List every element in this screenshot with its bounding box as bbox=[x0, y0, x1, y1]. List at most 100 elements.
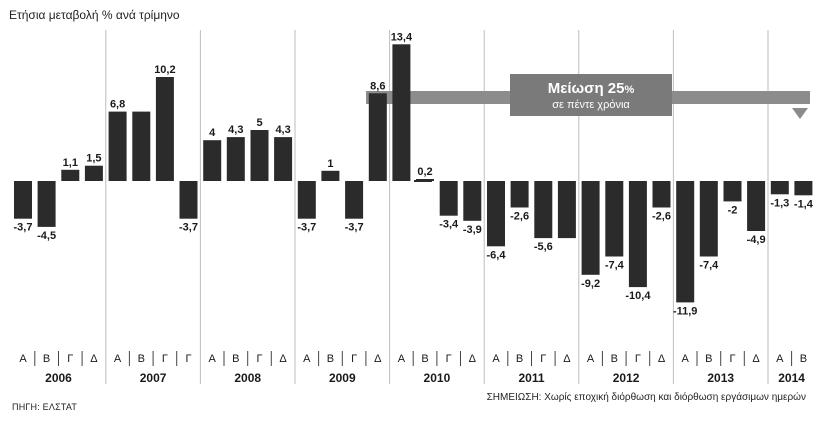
value-label-2009-2: 1 bbox=[327, 158, 333, 170]
quarter-label-2011-2: Β bbox=[516, 353, 523, 365]
bar-2008-4 bbox=[274, 137, 293, 181]
bars bbox=[14, 44, 813, 303]
value-label-2010-4: -3,9 bbox=[463, 224, 482, 236]
bar-2010-4 bbox=[463, 181, 482, 221]
bar-2013-1 bbox=[676, 181, 695, 303]
quarter-label-2009-4: Δ bbox=[374, 353, 382, 365]
bar-2014-1 bbox=[770, 181, 789, 195]
quarter-label-2014-2: Β bbox=[800, 353, 807, 365]
bar-2007-4 bbox=[179, 181, 198, 219]
value-label-2007-3: 10,2 bbox=[154, 64, 175, 76]
quarter-label-2013-1: Α bbox=[682, 353, 690, 365]
value-label-2014-1: -1,3 bbox=[770, 197, 789, 209]
quarter-label-2007-2: Β bbox=[138, 353, 145, 365]
bar-2006-2 bbox=[37, 181, 56, 227]
reduction-annotation: Μείωση 25% σε πέντε χρόνια bbox=[366, 74, 810, 120]
bar-2012-1 bbox=[581, 181, 600, 275]
value-label-2006-4: 1,5 bbox=[86, 153, 101, 165]
value-label-2009-4: 8,6 bbox=[370, 80, 385, 92]
bar-2012-3 bbox=[628, 181, 647, 288]
bar-2014-2 bbox=[794, 181, 813, 196]
quarter-label-2012-3: Γ bbox=[635, 353, 641, 365]
x-axis: Α Β Γ Δ 2006 Α Β Γ Γ 2007 Α Β Γ Δ 2008 Α Β Γ Δ 2009 Α Β Γ Δ 2010… bbox=[19, 351, 807, 385]
bar-2008-1 bbox=[203, 140, 222, 181]
bar-2007-1 bbox=[108, 111, 127, 181]
quarter-label-2006-3: Γ bbox=[67, 353, 73, 365]
year-dividers bbox=[105, 30, 769, 384]
value-label-2009-1: -3,7 bbox=[297, 222, 316, 234]
bar-2011-1 bbox=[487, 181, 505, 247]
bar-2006-4 bbox=[84, 165, 103, 181]
value-label-2013-4: -4,9 bbox=[747, 234, 766, 246]
value-label-2007-4: -3,7 bbox=[179, 222, 198, 234]
bar-2013-2 bbox=[699, 181, 718, 257]
quarter-label-2011-4: Δ bbox=[563, 353, 571, 365]
bar-2012-2 bbox=[605, 181, 624, 257]
bar-2006-3 bbox=[61, 169, 80, 181]
quarter-label-2008-3: Γ bbox=[256, 353, 262, 365]
quarter-label-2009-3: Γ bbox=[351, 353, 357, 365]
quarter-label-2011-1: Α bbox=[492, 353, 500, 365]
quarter-label-2006-1: Α bbox=[19, 353, 27, 365]
bar-2010-3 bbox=[439, 181, 458, 216]
value-labels: -3,7 -4,5 1,1 1,5 6,8 10,2 -3,7 4 4,3 5 4,3 -3,7 1 -3… bbox=[14, 31, 814, 317]
value-label-2008-2: 4,3 bbox=[228, 124, 243, 136]
value-label-2011-2: -2,6 bbox=[510, 211, 529, 223]
annotation-box bbox=[510, 74, 672, 116]
footnote: ΣΗΜΕΙΩΣΗ: Χωρίς εποχική διόρθωση και διό… bbox=[486, 392, 806, 403]
quarter-label-2010-4: Δ bbox=[469, 353, 477, 365]
year-label-2013: 2013 bbox=[707, 371, 734, 385]
quarter-label-2012-4: Δ bbox=[658, 353, 666, 365]
value-label-2008-4: 4,3 bbox=[275, 124, 290, 136]
bar-2008-2 bbox=[226, 137, 245, 181]
value-label-2014-2: -1,4 bbox=[794, 198, 814, 210]
annotation-subtitle: σε πέντε χρόνια bbox=[552, 99, 630, 111]
source-label: ΠΗΓΗ: ΕΛΣΤΑΤ bbox=[12, 402, 78, 412]
quarter-label-2008-1: Α bbox=[209, 353, 217, 365]
year-label-2014: 2014 bbox=[778, 371, 805, 385]
quarter-label-2013-2: Β bbox=[705, 353, 712, 365]
bar-2013-4 bbox=[747, 181, 766, 231]
bar-2007-3 bbox=[155, 77, 174, 181]
quarter-label-2012-2: Β bbox=[611, 353, 618, 365]
value-label-2008-3: 5 bbox=[256, 117, 262, 129]
quarter-label-2007-4: Γ bbox=[185, 353, 191, 365]
quarter-label-2011-3: Γ bbox=[540, 353, 546, 365]
value-label-2009-3: -3,7 bbox=[345, 222, 364, 234]
bar-2009-1 bbox=[297, 181, 316, 219]
value-label-2010-3: -3,4 bbox=[439, 219, 459, 231]
quarter-label-2010-2: Β bbox=[421, 353, 428, 365]
value-label-2006-3: 1,1 bbox=[63, 157, 78, 169]
year-label-2009: 2009 bbox=[329, 371, 356, 385]
quarter-label-2007-1: Α bbox=[114, 353, 122, 365]
year-label-2007: 2007 bbox=[140, 371, 167, 385]
value-label-2013-3: -2 bbox=[728, 204, 738, 216]
quarter-label-2006-2: Β bbox=[43, 353, 50, 365]
value-label-2008-1: 4 bbox=[209, 127, 216, 139]
chart-subtitle: Ετήσια μεταβολή % ανά τρίμηνο bbox=[9, 8, 180, 22]
quarter-label-2009-2: Β bbox=[327, 353, 334, 365]
value-label-2013-1: -11,9 bbox=[673, 305, 697, 317]
bar-2012-4 bbox=[652, 181, 671, 208]
annotation-end-arrow bbox=[792, 108, 808, 119]
value-label-2012-3: -10,4 bbox=[625, 290, 651, 302]
bar-2009-4 bbox=[368, 93, 387, 181]
bar-2011-2 bbox=[510, 181, 529, 208]
value-label-2010-2: 0,2 bbox=[417, 166, 432, 178]
quarter-label-2010-1: Α bbox=[398, 353, 406, 365]
annotation-title: Μείωση 25% bbox=[548, 80, 635, 97]
bar-2011-4 bbox=[557, 181, 576, 239]
bar-2009-3 bbox=[345, 181, 364, 219]
bar-2008-3 bbox=[250, 130, 269, 181]
quarter-label-2008-4: Δ bbox=[279, 353, 287, 365]
year-label-2010: 2010 bbox=[424, 371, 451, 385]
value-label-2010-1: 13,4 bbox=[391, 31, 413, 43]
value-label-2012-1: -9,2 bbox=[581, 278, 600, 290]
value-label-2011-1: -6,4 bbox=[487, 249, 507, 261]
bar-2013-3 bbox=[723, 181, 742, 202]
value-label-2007-1: 6,8 bbox=[110, 99, 125, 111]
quarter-label-2012-1: Α bbox=[587, 353, 595, 365]
bar-2010-1 bbox=[392, 44, 411, 181]
quarter-label-2010-3: Γ bbox=[446, 353, 452, 365]
